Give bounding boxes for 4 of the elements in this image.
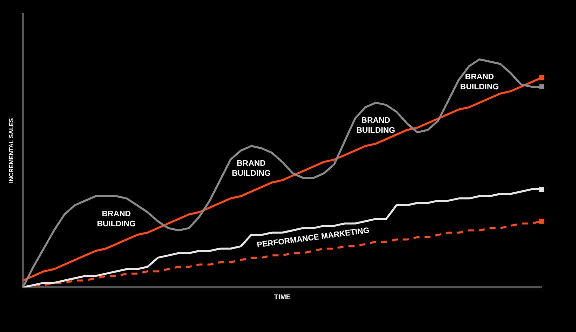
text: BRAND BUILDING	[460, 72, 500, 92]
text: BRAND BUILDING	[356, 116, 396, 135]
text: BRAND BUILDING	[97, 209, 136, 228]
series-label: BRAND BUILDING	[232, 159, 271, 178]
